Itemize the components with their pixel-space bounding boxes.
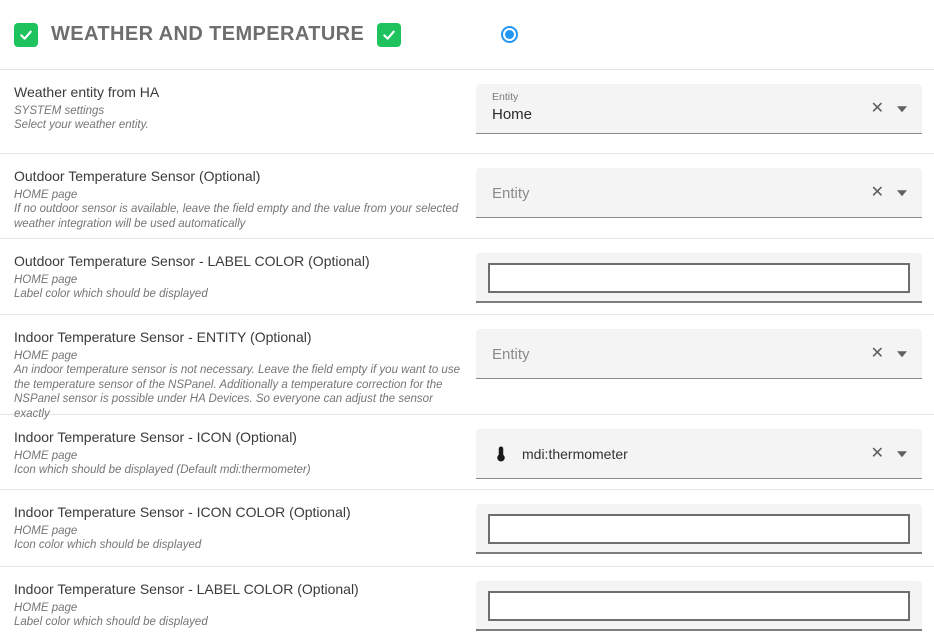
checkmark-icon [383, 30, 395, 40]
setting-subtitle: HOME page [14, 189, 78, 201]
setting-subtitle: HOME page [14, 602, 78, 614]
setting-row-indoor-icon-color: Indoor Temperature Sensor - ICON COLOR (… [0, 490, 934, 567]
indoor-label-color-input[interactable] [488, 591, 910, 621]
setting-title: Indoor Temperature Sensor - LABEL COLOR … [14, 581, 359, 597]
outdoor-temp-entity-select[interactable]: Entity ✕ [476, 168, 922, 218]
thermometer-icon [497, 446, 505, 462]
setting-row-indoor-icon: Indoor Temperature Sensor - ICON (Option… [0, 415, 934, 490]
setting-subtitle: HOME page [14, 450, 78, 462]
field-label: Entity [492, 91, 519, 103]
field-icon-value: mdi:thermometer [492, 445, 628, 463]
chevron-down-icon[interactable] [897, 105, 907, 112]
setting-title: Indoor Temperature Sensor - ICON (Option… [14, 429, 297, 445]
chevron-down-icon[interactable] [897, 450, 907, 457]
setting-text: Indoor Temperature Sensor - ICON (Option… [0, 429, 462, 478]
setting-row-weather-entity: Weather entity from HA SYSTEM settings S… [0, 70, 934, 154]
setting-row-outdoor-label-color: Outdoor Temperature Sensor - LABEL COLOR… [0, 239, 934, 315]
weather-entity-select[interactable]: Entity Home ✕ [476, 84, 922, 134]
setting-subtitle: HOME page [14, 350, 78, 362]
setting-text: Outdoor Temperature Sensor (Optional) HO… [0, 168, 462, 231]
chevron-down-icon[interactable] [897, 350, 907, 357]
setting-title: Weather entity from HA [14, 84, 160, 100]
indoor-icon-select[interactable]: mdi:thermometer ✕ [476, 429, 922, 479]
field-value: Home [492, 106, 533, 123]
clear-icon[interactable]: ✕ [870, 344, 884, 362]
indoor-icon-color-input[interactable] [488, 514, 910, 544]
radio-button-selected[interactable] [501, 26, 519, 43]
checked-checkbox-icon[interactable] [377, 22, 402, 47]
setting-row-outdoor-entity: Outdoor Temperature Sensor (Optional) HO… [0, 154, 934, 239]
setting-title: Outdoor Temperature Sensor - LABEL COLOR… [14, 253, 370, 269]
setting-text: Indoor Temperature Sensor - ICON COLOR (… [0, 504, 462, 553]
setting-text: Indoor Temperature Sensor - LABEL COLOR … [0, 581, 462, 630]
clear-icon[interactable]: ✕ [870, 99, 884, 117]
setting-description: If no outdoor sensor is available, leave… [14, 203, 459, 230]
setting-text: Indoor Temperature Sensor - ENTITY (Opti… [0, 329, 462, 422]
section-header: WEATHER AND TEMPERATURE [0, 0, 934, 70]
field-value: mdi:thermometer [522, 446, 628, 462]
clear-icon[interactable]: ✕ [870, 183, 884, 201]
chevron-down-icon[interactable] [897, 189, 907, 196]
setting-subtitle: HOME page [14, 525, 78, 537]
clear-icon[interactable]: ✕ [870, 444, 884, 462]
setting-text: Weather entity from HA SYSTEM settings S… [0, 84, 462, 133]
radio-dot [505, 30, 515, 39]
indoor-temp-entity-select[interactable]: Entity ✕ [476, 329, 922, 379]
setting-description: Label color which should be displayed [14, 288, 208, 300]
indoor-label-color-field [476, 581, 922, 631]
page-title: WEATHER AND TEMPERATURE [51, 23, 365, 45]
outdoor-label-color-input[interactable] [488, 263, 910, 293]
setting-text: Outdoor Temperature Sensor - LABEL COLOR… [0, 253, 462, 302]
setting-title: Indoor Temperature Sensor - ICON COLOR (… [14, 504, 351, 520]
field-placeholder: Entity [492, 185, 530, 202]
setting-description: Select your weather entity. [14, 119, 149, 131]
outdoor-label-color-field [476, 253, 922, 303]
setting-title: Indoor Temperature Sensor - ENTITY (Opti… [14, 329, 312, 345]
setting-description: Label color which should be displayed [14, 616, 208, 628]
checked-checkbox-icon[interactable] [14, 22, 38, 47]
field-placeholder: Entity [492, 346, 530, 363]
checkmark-icon [20, 30, 32, 40]
setting-subtitle: HOME page [14, 274, 78, 286]
indoor-icon-color-field [476, 504, 922, 554]
setting-description: Icon which should be displayed (Default … [14, 464, 311, 476]
setting-subtitle: SYSTEM settings [14, 105, 105, 117]
setting-title: Outdoor Temperature Sensor (Optional) [14, 168, 261, 184]
setting-description: An indoor temperature sensor is not nece… [14, 364, 460, 421]
setting-row-indoor-entity: Indoor Temperature Sensor - ENTITY (Opti… [0, 315, 934, 420]
setting-row-indoor-label-color: Indoor Temperature Sensor - LABEL COLOR … [0, 567, 934, 640]
setting-description: Icon color which should be displayed [14, 539, 202, 551]
